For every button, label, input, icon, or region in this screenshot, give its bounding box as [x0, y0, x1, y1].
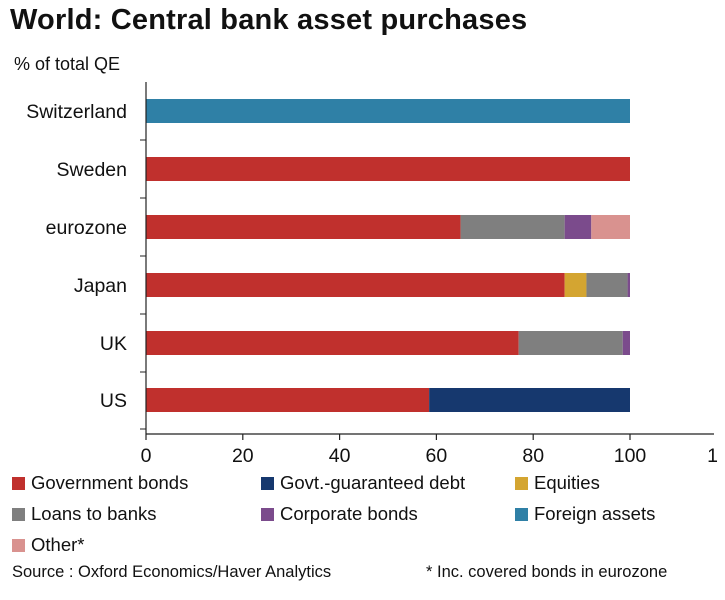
legend-swatch [515, 476, 528, 490]
bar-japan-loans-to-banks [586, 273, 628, 297]
legend-label: Other* [31, 534, 85, 555]
bar-sweden-government-bonds [146, 157, 630, 181]
chart-title: World: Central bank asset purchases [10, 4, 528, 36]
bar-japan-government-bonds [146, 273, 565, 297]
legend-label: Loans to banks [31, 503, 157, 524]
legend-item: Govt.-guaranteed debt [261, 472, 465, 494]
x-tick-label: 40 [329, 445, 351, 467]
legend-item: Government bonds [12, 472, 188, 494]
legend-label: Foreign assets [534, 503, 656, 524]
x-tick-label: 1 [707, 445, 718, 467]
legend-label: Govt.-guaranteed debt [280, 472, 466, 493]
category-label: eurozone [46, 217, 127, 239]
legend-item: Loans to banks [12, 503, 156, 525]
x-tick-label: 20 [232, 445, 254, 467]
legend-item: Other* [12, 534, 84, 556]
bar-uk-government-bonds [146, 331, 519, 355]
bar-uk-corporate-bonds [622, 331, 630, 355]
stacked-bar-chart: Switzerland Sweden eurozone Japan UK US 0 20 40 6… [26, 82, 718, 467]
legend-label: Government bonds [31, 472, 189, 493]
bar-japan-corporate-bonds [627, 273, 630, 297]
category-label: UK [100, 333, 127, 355]
footnote: * Inc. covered bonds in eurozone [426, 563, 668, 581]
bar-uk-loans-to-banks [518, 331, 623, 355]
legend-swatch [12, 507, 25, 521]
category-label: Switzerland [26, 101, 127, 123]
legend-item: Corporate bonds [261, 503, 418, 525]
x-tick-label: 60 [426, 445, 448, 467]
chart-subtitle: % of total QE [14, 54, 121, 74]
category-label: US [100, 390, 127, 412]
legend-label: Corporate bonds [280, 503, 418, 524]
x-tick-label: 0 [141, 445, 152, 467]
bar-eurozone-other [591, 215, 630, 239]
source-note: Source : Oxford Economics/Haver Analytic… [12, 563, 332, 581]
bar-switzerland-foreign-assets [146, 99, 630, 123]
bar-us-govt-guaranteed-debt [429, 388, 630, 412]
legend-item: Equities [515, 472, 600, 494]
bar-eurozone-government-bonds [146, 215, 461, 239]
legend-swatch [261, 476, 274, 490]
legend-label: Equities [534, 472, 600, 493]
legend-item: Foreign assets [515, 503, 655, 525]
legend-swatch [12, 476, 25, 490]
category-label: Japan [74, 275, 127, 297]
legend-swatch [12, 538, 25, 552]
x-tick-label: 80 [522, 445, 544, 467]
category-label: Sweden [57, 159, 127, 181]
x-tick-label: 100 [614, 445, 647, 467]
bar-us-government-bonds [146, 388, 430, 412]
legend-swatch [261, 507, 274, 521]
bar-eurozone-corporate-bonds [564, 215, 592, 239]
bar-eurozone-loans-to-banks [460, 215, 565, 239]
legend-swatch [515, 507, 528, 521]
bar-japan-equities [564, 273, 587, 297]
